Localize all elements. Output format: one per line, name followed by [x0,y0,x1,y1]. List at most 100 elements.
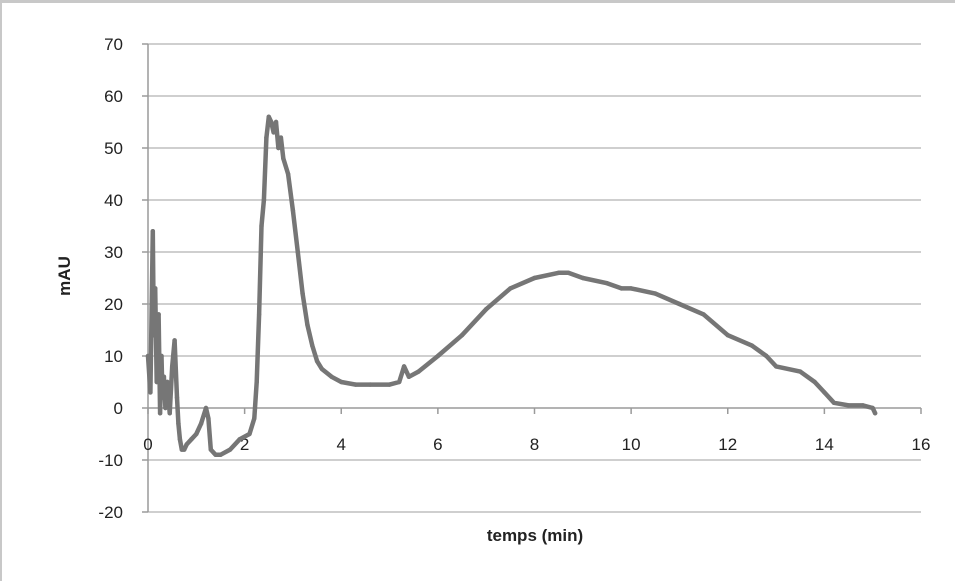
data-point [619,286,623,290]
data-point [291,208,295,212]
y-tick-label: 0 [114,399,123,418]
data-point [165,380,169,384]
data-point [416,369,420,373]
x-tick-label: 10 [622,435,641,454]
data-point [247,432,251,436]
data-point [160,395,164,399]
data-point [305,323,309,327]
data-point [402,364,406,368]
data-point [178,437,182,441]
data-point [271,130,275,134]
data-point [436,354,440,358]
data-point [532,276,536,280]
data-point [861,403,865,407]
data-point [677,302,681,306]
data-point [354,382,358,386]
data-point [296,250,300,254]
data-point [832,401,836,405]
y-tick-labels: -20 -10 0 10 20 30 40 50 60 70 [98,35,123,522]
data-point [257,312,261,316]
data-point [281,156,285,160]
data-point [764,354,768,358]
data-point [175,395,179,399]
y-tick-label: 10 [104,347,123,366]
data-point [750,343,754,347]
data-point [822,390,826,394]
data-point [315,359,319,363]
y-tick-label: 60 [104,87,123,106]
data-point [218,453,222,457]
data-point [813,380,817,384]
data-point [159,354,163,358]
data-point [206,416,210,420]
data-point [605,281,609,285]
data-point [168,411,172,415]
y-tick-label: 40 [104,191,123,210]
data-point [156,312,160,316]
data-point [158,411,162,415]
x-axis-title: temps (min) [487,526,583,545]
data-point [726,333,730,337]
data-point [629,286,633,290]
x-tick-label: 4 [337,435,346,454]
data-point [873,411,877,415]
data-point [407,375,411,379]
data-point [154,380,158,384]
data-point [255,380,259,384]
series-line-0 [148,117,875,455]
data-point [279,135,283,139]
data-point [508,286,512,290]
data-point [151,229,155,233]
data-point [286,172,290,176]
data-point [310,343,314,347]
x-tick-label: 12 [718,435,737,454]
data-point [252,416,256,420]
data-point [274,120,278,124]
y-axis-title: mAU [55,256,74,296]
data-point [329,375,333,379]
data-point [163,406,167,410]
x-tick-labels: 0 2 4 6 8 10 12 14 16 [143,435,930,454]
data-point [204,406,208,410]
x-tick-label: 16 [912,435,931,454]
data-point [269,120,273,124]
y-tick-label: 70 [104,35,123,54]
x-tick-label: 0 [143,435,152,454]
data-point [300,291,304,295]
data-point [213,453,217,457]
data-point [460,333,464,337]
data-point [209,447,213,451]
data-point [653,291,657,295]
data-point [184,442,188,446]
y-tick-label: 50 [104,139,123,158]
data-point [484,307,488,311]
data-point [153,286,157,290]
data-point [264,135,268,139]
data-point [199,421,203,425]
data-point [172,338,176,342]
data-point [339,380,343,384]
data-point [259,224,263,228]
data-point [320,367,324,371]
data-point [162,375,166,379]
data-point [870,406,874,410]
data-point [262,198,266,202]
series-group [146,115,878,457]
data-point [182,447,186,451]
data-point [387,382,391,386]
data-point [152,333,156,337]
data-point [148,390,152,394]
y-tick-label: -10 [98,451,123,470]
y-tick-label: 20 [104,295,123,314]
data-point [701,312,705,316]
data-point [276,146,280,150]
y-tick-label: -20 [98,503,123,522]
data-point [170,364,174,368]
data-point [397,380,401,384]
data-point [194,432,198,436]
data-point [846,403,850,407]
data-point [774,364,778,368]
data-point [176,421,180,425]
data-point [556,271,560,275]
data-point [566,271,570,275]
